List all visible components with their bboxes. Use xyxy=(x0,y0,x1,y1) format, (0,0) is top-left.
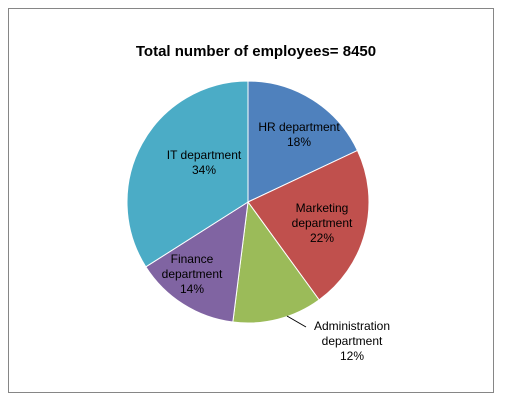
leader-line-2 xyxy=(286,315,307,328)
leader-lines xyxy=(286,315,307,328)
pie-slice-4 xyxy=(126,80,249,268)
slice-label-3: Finance department 14% xyxy=(162,252,223,296)
slice-label-2: Administration department 12% xyxy=(314,319,390,363)
pie-slice-0 xyxy=(247,80,359,203)
chart-title: Total number of employees= 8450 xyxy=(136,43,376,60)
pie-slice-2 xyxy=(232,200,320,324)
slice-label-0: HR department 18% xyxy=(258,120,340,149)
pie-slice-1 xyxy=(247,149,370,301)
pie-slice-3 xyxy=(145,201,249,323)
slice-label-4: IT department 34% xyxy=(167,148,242,177)
slice-labels: HR department 18% Marketing department 22% Ad… xyxy=(162,120,390,363)
slice-label-1: Marketing department 22% xyxy=(292,201,353,245)
pie-slices xyxy=(126,80,370,324)
